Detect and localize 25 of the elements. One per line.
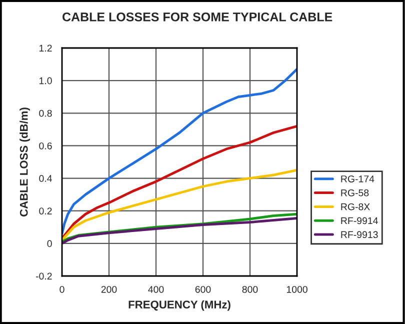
y-tick-label: 0.4 (39, 175, 52, 182)
legend-label: RG-8X (341, 203, 370, 210)
line-series (62, 124, 297, 240)
y-tick-label: 0.6 (39, 142, 52, 150)
y-tick-label: -0.2 (36, 272, 52, 280)
legend-label: RF-9913 (341, 231, 378, 238)
legend-label: RG-58 (341, 189, 369, 196)
x-tick-label: 600 (195, 286, 211, 293)
x-tick-label: 1000 (286, 286, 308, 293)
chart-title: CABLE LOSSES FOR SOME TYPICAL CABLE (62, 12, 332, 22)
y-tick-label: 1.2 (40, 44, 52, 52)
y-tick-label: 0.8 (39, 110, 52, 117)
y-tick-label: 1.0 (40, 77, 52, 84)
y-tick-label: 0 (47, 240, 52, 248)
x-tick-label: 400 (148, 286, 164, 293)
x-axis-title: FREQUENCY (MHz) (128, 300, 230, 311)
x-tick-label: 200 (101, 286, 117, 293)
y-tick-label: 0.2 (39, 208, 52, 214)
legend-label: RG-174 (341, 175, 374, 182)
y-axis-title: CABLE LOSS (dB/m) (20, 108, 30, 216)
legend-label: RF-9914 (341, 217, 378, 224)
line-series (62, 168, 297, 242)
x-tick-label: 0 (60, 286, 64, 293)
line-series (62, 68, 297, 235)
x-tick-label: 800 (242, 286, 258, 293)
